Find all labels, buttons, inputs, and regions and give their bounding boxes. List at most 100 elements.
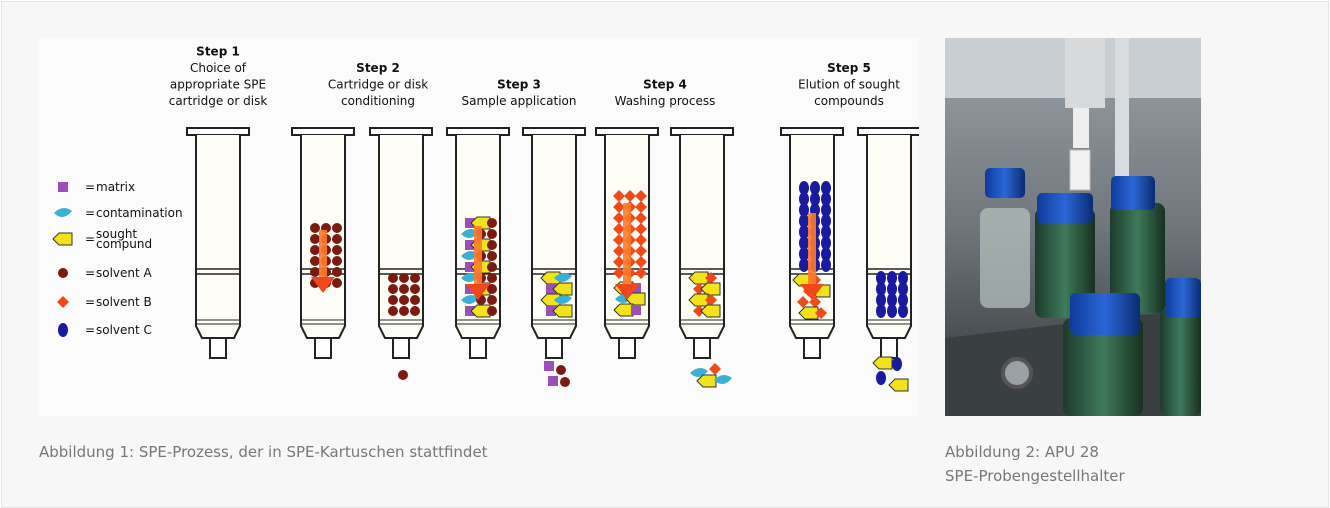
- particle: [410, 295, 420, 305]
- particle: [560, 377, 570, 387]
- particle: [310, 245, 320, 255]
- particle: [487, 251, 497, 261]
- particle: [876, 371, 886, 385]
- step-text: conditioning: [341, 94, 415, 108]
- tip: [315, 338, 331, 358]
- step-text: Choice of: [190, 61, 247, 75]
- particle: [892, 357, 902, 371]
- tip: [619, 338, 635, 358]
- particle: [332, 234, 342, 244]
- flange: [447, 128, 509, 135]
- fitting: [1073, 108, 1089, 148]
- particle: [487, 218, 497, 228]
- particle: [310, 234, 320, 244]
- particle: [487, 240, 497, 250]
- particle: [556, 365, 566, 375]
- particle: [332, 223, 342, 233]
- particle: [388, 306, 398, 316]
- flange: [781, 128, 843, 135]
- step-text: Elution of sought: [798, 78, 900, 92]
- particle: [310, 223, 320, 233]
- particle: [410, 306, 420, 316]
- particle: [58, 323, 68, 337]
- flow-arrow: [319, 230, 327, 279]
- particle: [487, 273, 497, 283]
- step-text: Washing process: [615, 94, 716, 108]
- cartridge: [1070, 150, 1090, 190]
- particle: [399, 306, 409, 316]
- particle: [399, 295, 409, 305]
- tip: [546, 338, 562, 358]
- legend-sign: =: [85, 295, 95, 309]
- particle: [388, 284, 398, 294]
- tip: [804, 338, 820, 358]
- page-frame: Step 1Choice ofappropriate SPEcartridge …: [1, 1, 1329, 508]
- rod: [1115, 38, 1129, 188]
- particle: [487, 262, 497, 272]
- legend-label: matrix: [96, 180, 135, 194]
- flange: [596, 128, 658, 135]
- tip: [470, 338, 486, 358]
- cartridge: [671, 128, 733, 358]
- particle: [410, 284, 420, 294]
- cartridge: [523, 128, 585, 358]
- flange: [292, 128, 354, 135]
- particle: [410, 273, 420, 283]
- flange: [671, 128, 733, 135]
- cartridge: [370, 128, 432, 358]
- legend-label: compund: [96, 237, 152, 251]
- holder: [1065, 38, 1105, 108]
- particle: [332, 245, 342, 255]
- flow-arrow: [623, 203, 631, 286]
- step-title: Step 2: [356, 61, 400, 75]
- cartridge: [858, 128, 919, 358]
- particle: [631, 305, 641, 315]
- tip: [393, 338, 409, 358]
- step-title: Step 1: [196, 45, 240, 59]
- flange: [370, 128, 432, 135]
- flange: [523, 128, 585, 135]
- particle: [548, 376, 558, 386]
- tip: [210, 338, 226, 358]
- step-title: Step 5: [827, 61, 871, 75]
- particle: [487, 229, 497, 239]
- particle: [310, 267, 320, 277]
- step-text: appropriate SPE: [170, 78, 266, 92]
- particle: [898, 304, 908, 318]
- tip: [694, 338, 710, 358]
- particle: [310, 256, 320, 266]
- step-title: Step 4: [643, 78, 687, 92]
- legend-label: contamination: [96, 206, 183, 220]
- legend-label: solvent C: [96, 323, 152, 337]
- cartridge: [187, 128, 249, 358]
- step-text: Sample application: [461, 94, 576, 108]
- cartridge: [596, 128, 658, 358]
- caption-line: Abbildung 2: APU 28: [945, 440, 1125, 464]
- flow-arrow: [474, 226, 482, 286]
- legend-label: solvent B: [96, 295, 152, 309]
- legend-sign: =: [85, 180, 95, 194]
- particle: [487, 295, 497, 305]
- particle: [398, 370, 408, 380]
- legend-sign: =: [85, 266, 95, 280]
- caption-line: SPE-Probengestellhalter: [945, 464, 1125, 488]
- particle: [58, 268, 68, 278]
- step-text: Cartridge or disk: [328, 78, 428, 92]
- step-title: Step 3: [497, 78, 541, 92]
- flow-arrow: [808, 213, 816, 286]
- particle: [399, 273, 409, 283]
- step-text: compounds: [814, 94, 884, 108]
- figure-caption: Abbildung 1: SPE-Prozess, der in SPE-Kar…: [39, 440, 488, 464]
- particle: [876, 304, 886, 318]
- cartridge: [447, 128, 509, 358]
- particle: [487, 306, 497, 316]
- particle: [332, 267, 342, 277]
- legend-label: solvent A: [96, 266, 153, 280]
- particle: [799, 258, 809, 272]
- caption-line: Abbildung 1: SPE-Prozess, der in SPE-Kar…: [39, 440, 488, 464]
- cartridge: [292, 128, 354, 358]
- particle: [399, 284, 409, 294]
- particle: [821, 258, 831, 272]
- tip: [881, 338, 897, 358]
